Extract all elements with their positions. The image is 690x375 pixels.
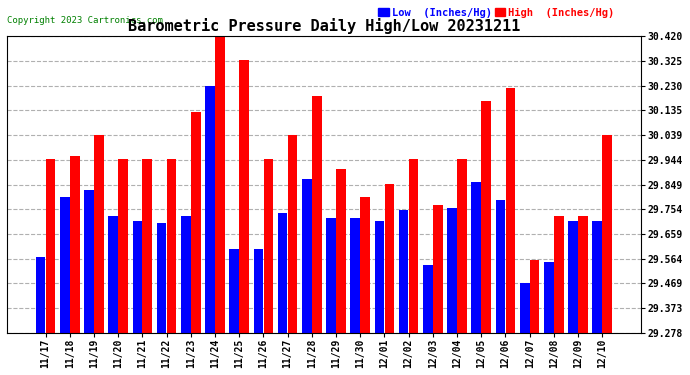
Bar (351, 218, 360, 333)
Bar (408, 159, 418, 333)
Bar (36, 257, 46, 333)
Bar (84, 190, 94, 333)
Bar (254, 249, 264, 333)
Bar (264, 159, 273, 333)
Bar (191, 112, 201, 333)
Bar (181, 216, 190, 333)
Bar (132, 221, 142, 333)
Bar (433, 205, 442, 333)
Bar (482, 101, 491, 333)
Bar (544, 262, 553, 333)
Bar (157, 224, 166, 333)
Legend: Low  (Inches/Hg), High  (Inches/Hg): Low (Inches/Hg), High (Inches/Hg) (376, 6, 617, 20)
Bar (495, 200, 505, 333)
Bar (569, 221, 578, 333)
Bar (108, 216, 118, 333)
Bar (447, 208, 457, 333)
Bar (457, 159, 467, 333)
Bar (399, 210, 408, 333)
Bar (70, 156, 79, 333)
Bar (423, 265, 433, 333)
Bar (215, 36, 225, 333)
Bar (530, 260, 540, 333)
Bar (312, 96, 322, 333)
Bar (578, 216, 588, 333)
Bar (167, 159, 177, 333)
Bar (375, 221, 384, 333)
Bar (471, 182, 481, 333)
Bar (602, 135, 612, 333)
Bar (278, 213, 288, 333)
Bar (506, 88, 515, 333)
Bar (520, 283, 529, 333)
Bar (384, 184, 394, 333)
Bar (229, 249, 239, 333)
Bar (360, 198, 370, 333)
Bar (302, 179, 312, 333)
Bar (143, 159, 152, 333)
Bar (46, 159, 55, 333)
Bar (118, 159, 128, 333)
Bar (554, 216, 564, 333)
Bar (205, 86, 215, 333)
Bar (326, 218, 336, 333)
Text: Copyright 2023 Cartronics.com: Copyright 2023 Cartronics.com (7, 15, 163, 24)
Bar (288, 135, 297, 333)
Bar (94, 135, 104, 333)
Bar (336, 169, 346, 333)
Bar (593, 221, 602, 333)
Bar (60, 198, 70, 333)
Bar (239, 60, 249, 333)
Title: Barometric Pressure Daily High/Low 20231211: Barometric Pressure Daily High/Low 20231… (128, 18, 520, 34)
